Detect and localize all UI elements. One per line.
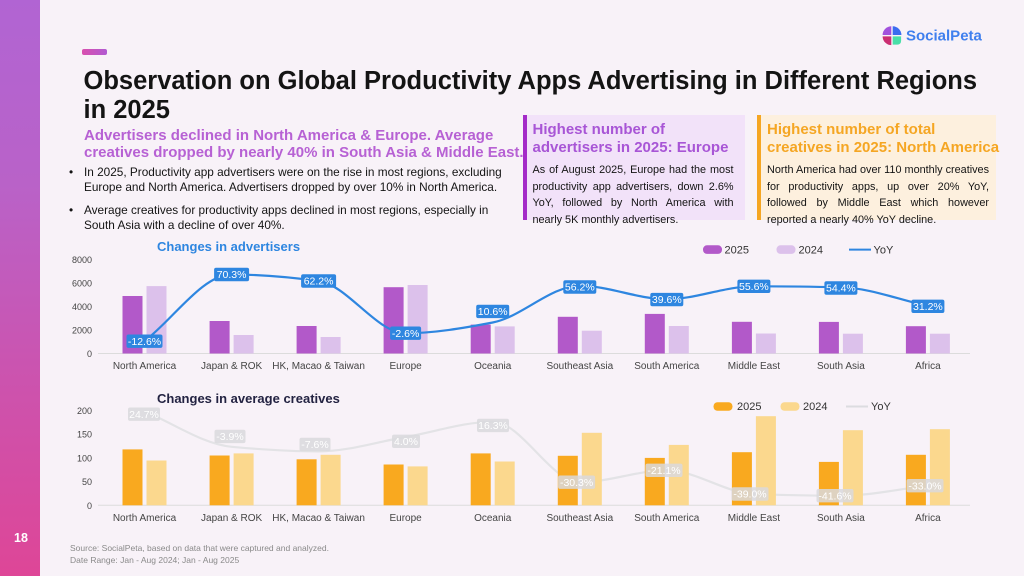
svg-text:-2.6%: -2.6% xyxy=(392,328,419,340)
svg-text:Europe: Europe xyxy=(389,513,422,524)
svg-text:Japan & ROK: Japan & ROK xyxy=(201,513,262,524)
svg-text:South Asia: South Asia xyxy=(817,513,865,524)
svg-text:HK, Macao & Taiwan: HK, Macao & Taiwan xyxy=(272,361,365,372)
svg-text:HK, Macao & Taiwan: HK, Macao & Taiwan xyxy=(272,513,365,524)
svg-text:Changes in average creatives: Changes in average creatives xyxy=(157,391,340,406)
svg-text:-41.6%: -41.6% xyxy=(818,490,851,502)
svg-text:Africa: Africa xyxy=(915,361,941,372)
svg-text:Middle East: Middle East xyxy=(728,513,780,524)
svg-text:-7.6%: -7.6% xyxy=(301,439,328,451)
svg-text:10.6%: 10.6% xyxy=(478,306,508,318)
svg-text:24.7%: 24.7% xyxy=(129,409,159,421)
svg-text:8000: 8000 xyxy=(72,255,92,265)
svg-text:200: 200 xyxy=(77,406,92,416)
svg-text:South America: South America xyxy=(634,361,699,372)
svg-text:YoY: YoY xyxy=(871,401,891,413)
svg-text:-30.3%: -30.3% xyxy=(560,477,593,489)
svg-text:-39.0%: -39.0% xyxy=(733,489,766,501)
svg-text:2024: 2024 xyxy=(799,244,823,256)
svg-text:Europe: Europe xyxy=(389,361,422,372)
svg-text:South Asia: South Asia xyxy=(817,361,865,372)
svg-text:54.4%: 54.4% xyxy=(826,283,856,295)
svg-text:2000: 2000 xyxy=(72,326,92,336)
svg-text:55.6%: 55.6% xyxy=(739,281,769,293)
svg-text:16.3%: 16.3% xyxy=(478,420,508,432)
svg-text:North America: North America xyxy=(113,361,177,372)
svg-text:Middle East: Middle East xyxy=(728,361,780,372)
svg-text:56.2%: 56.2% xyxy=(565,282,595,294)
svg-text:0: 0 xyxy=(87,501,92,511)
svg-text:Japan & ROK: Japan & ROK xyxy=(201,361,262,372)
svg-text:North America: North America xyxy=(113,513,177,524)
svg-text:6000: 6000 xyxy=(72,278,92,288)
svg-text:Changes in advertisers: Changes in advertisers xyxy=(157,239,300,254)
svg-text:100: 100 xyxy=(77,453,92,463)
svg-text:Oceania: Oceania xyxy=(474,361,512,372)
svg-text:70.3%: 70.3% xyxy=(217,269,247,281)
svg-text:150: 150 xyxy=(77,430,92,440)
svg-text:YoY: YoY xyxy=(874,244,894,256)
svg-text:Southeast Asia: Southeast Asia xyxy=(546,361,613,372)
svg-text:2024: 2024 xyxy=(803,401,827,413)
svg-text:-33.0%: -33.0% xyxy=(908,480,941,492)
svg-text:2025: 2025 xyxy=(725,244,749,256)
svg-text:62.2%: 62.2% xyxy=(304,276,334,288)
svg-text:South America: South America xyxy=(634,513,699,524)
svg-text:Oceania: Oceania xyxy=(474,513,512,524)
svg-text:SocialPeta: SocialPeta xyxy=(906,28,983,45)
svg-text:-3.9%: -3.9% xyxy=(216,431,243,443)
svg-text:-21.1%: -21.1% xyxy=(647,465,680,477)
svg-text:4.0%: 4.0% xyxy=(394,436,418,448)
svg-text:39.6%: 39.6% xyxy=(652,294,682,306)
svg-text:50: 50 xyxy=(82,477,92,487)
svg-text:Africa: Africa xyxy=(915,513,941,524)
svg-text:-12.6%: -12.6% xyxy=(128,336,161,348)
svg-text:4000: 4000 xyxy=(72,302,92,312)
svg-text:0: 0 xyxy=(87,349,92,359)
svg-text:2025: 2025 xyxy=(737,401,761,413)
svg-text:31.2%: 31.2% xyxy=(913,301,943,313)
svg-text:Southeast Asia: Southeast Asia xyxy=(546,513,613,524)
